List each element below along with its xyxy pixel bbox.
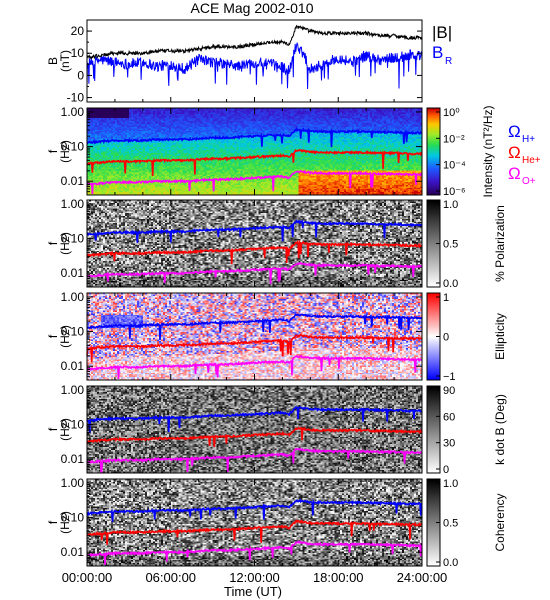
freq-ylabel: f bbox=[46, 241, 60, 245]
colorbar-tick-label: 1.0 bbox=[443, 199, 458, 211]
gyro-legend-omega: Ω bbox=[508, 164, 521, 183]
freq-ytick-label: 1.00 bbox=[61, 476, 85, 490]
he-plus-gyro-line bbox=[86, 519, 423, 545]
b-ytick-label: 20 bbox=[71, 24, 85, 38]
freq-ytick-label: 0.10 bbox=[61, 325, 85, 339]
colorbar-tick-label: 0.0 bbox=[443, 557, 458, 569]
freq-ylabel-unit: (Hz) bbox=[58, 325, 72, 348]
time-tick-label: 24:00:00 bbox=[397, 570, 448, 585]
he-plus-gyro-line bbox=[86, 426, 423, 448]
colorbar-tick-label: 10⁻⁴ bbox=[443, 160, 466, 172]
colorbar-tick-label: 0.5 bbox=[443, 239, 458, 251]
h-plus-gyro-line bbox=[86, 406, 423, 434]
b-ytick-label: 0 bbox=[77, 68, 84, 82]
b-ytick-label: -10 bbox=[67, 91, 85, 105]
colorbar-tick-label: 60 bbox=[443, 411, 455, 423]
h-plus-gyro-line bbox=[86, 498, 423, 522]
o-plus-gyro-line bbox=[86, 354, 423, 379]
freq-ylabel-unit: (Hz) bbox=[58, 140, 72, 163]
gyro-legend-ion: H+ bbox=[522, 134, 535, 145]
colorbar-tick-label: 1 bbox=[443, 292, 449, 304]
colorbar-label: % Polarization bbox=[493, 205, 507, 282]
h-plus-gyro-line bbox=[87, 126, 423, 148]
colorbar-image-0 bbox=[427, 108, 440, 195]
figure-title: ACE Mag 2002-010 bbox=[191, 0, 314, 16]
colorbar-tick-label: 30 bbox=[443, 438, 455, 450]
gyro-legend-omega: Ω bbox=[508, 122, 521, 141]
freq-ytick-label: 1.00 bbox=[61, 383, 85, 397]
freq-ytick-label: 1.00 bbox=[61, 197, 85, 211]
o-plus-gyro-line bbox=[86, 447, 423, 473]
he-plus-gyro-line bbox=[86, 148, 423, 176]
colorbar-tick-label: 0.5 bbox=[443, 518, 458, 530]
time-tick-label: 18:00:00 bbox=[313, 570, 364, 585]
br-series-line bbox=[86, 41, 423, 90]
freq-ytick-label: 0.10 bbox=[61, 140, 85, 154]
b-ylabel: B bbox=[46, 57, 60, 65]
legend-b-total: |B| bbox=[432, 23, 452, 42]
freq-ytick-label: 1.00 bbox=[61, 105, 85, 119]
b-ylabel-unit: (nT) bbox=[58, 50, 72, 72]
freq-ylabel: f bbox=[46, 334, 60, 338]
freq-ytick-label: 0.10 bbox=[61, 418, 85, 432]
colorbar-label: k dot B (Deg) bbox=[493, 394, 507, 465]
freq-ylabel: f bbox=[46, 427, 60, 431]
colorbar-tick-label: −1 bbox=[443, 371, 456, 383]
colorbar-tick-label: 1.0 bbox=[443, 478, 458, 490]
legend-br: B bbox=[432, 43, 443, 62]
o-plus-gyro-line bbox=[86, 261, 423, 285]
b-total-series-line bbox=[86, 24, 423, 60]
colorbar-frame bbox=[426, 107, 441, 196]
freq-ylabel-unit: (Hz) bbox=[58, 418, 72, 441]
spectrogram-image-4 bbox=[87, 479, 422, 566]
b-ytick-label: 10 bbox=[71, 46, 85, 60]
colorbar-label: Intensity (nT²/Hz) bbox=[481, 105, 495, 197]
colorbar-image-1 bbox=[427, 200, 440, 287]
freq-ytick-label: 0.01 bbox=[61, 545, 85, 559]
colorbar-label: Coherency bbox=[493, 493, 507, 551]
colorbar-label: Ellipticity bbox=[493, 313, 507, 360]
freq-ytick-label: 1.00 bbox=[61, 290, 85, 304]
colorbar-tick-label: 10⁰ bbox=[443, 107, 460, 119]
colorbar-tick-label: 0 bbox=[443, 464, 449, 476]
freq-ytick-label: 0.01 bbox=[61, 359, 85, 373]
o-plus-gyro-line bbox=[86, 540, 423, 566]
freq-ylabel-unit: (Hz) bbox=[58, 511, 72, 534]
time-tick-label: 00:00:00 bbox=[62, 570, 113, 585]
he-plus-gyro-line bbox=[86, 239, 423, 265]
o-plus-gyro-line bbox=[86, 169, 423, 195]
gyro-legend-ion: O+ bbox=[522, 176, 536, 187]
spectrogram-image-2 bbox=[87, 293, 422, 380]
time-axis-label: Time (UT) bbox=[224, 584, 282, 599]
colorbar-tick-label: 0 bbox=[443, 332, 449, 344]
colorbar-image-4 bbox=[427, 479, 440, 566]
colorbar-tick-label: 90 bbox=[443, 385, 455, 397]
spectrogram-image-1 bbox=[87, 200, 422, 287]
freq-ylabel: f bbox=[46, 520, 60, 524]
freq-ytick-label: 0.01 bbox=[61, 266, 85, 280]
he-plus-gyro-line bbox=[86, 333, 423, 363]
freq-ytick-label: 0.01 bbox=[61, 452, 85, 466]
h-plus-gyro-line bbox=[86, 313, 423, 340]
freq-ytick-label: 0.10 bbox=[61, 511, 85, 525]
gyro-legend-ion: He+ bbox=[522, 155, 541, 166]
colorbar-image-2 bbox=[427, 293, 440, 380]
freq-ytick-label: 0.01 bbox=[61, 174, 85, 188]
h-plus-gyro-line bbox=[86, 219, 423, 243]
colorbar-frame bbox=[426, 385, 441, 474]
time-tick-label: 12:00:00 bbox=[229, 570, 280, 585]
freq-ylabel-unit: (Hz) bbox=[58, 232, 72, 255]
legend-br-subscript: R bbox=[445, 56, 452, 67]
time-tick-label: 06:00:00 bbox=[145, 570, 196, 585]
colorbar-tick-label: 10⁻² bbox=[443, 133, 465, 145]
gyro-legend-omega: Ω bbox=[508, 143, 521, 162]
colorbar-tick-label: 0.0 bbox=[443, 278, 458, 290]
colorbar-tick-label: 10⁻⁶ bbox=[443, 186, 466, 198]
freq-ytick-label: 0.10 bbox=[61, 232, 85, 246]
freq-ylabel: f bbox=[46, 149, 60, 153]
colorbar-image-3 bbox=[427, 386, 440, 473]
